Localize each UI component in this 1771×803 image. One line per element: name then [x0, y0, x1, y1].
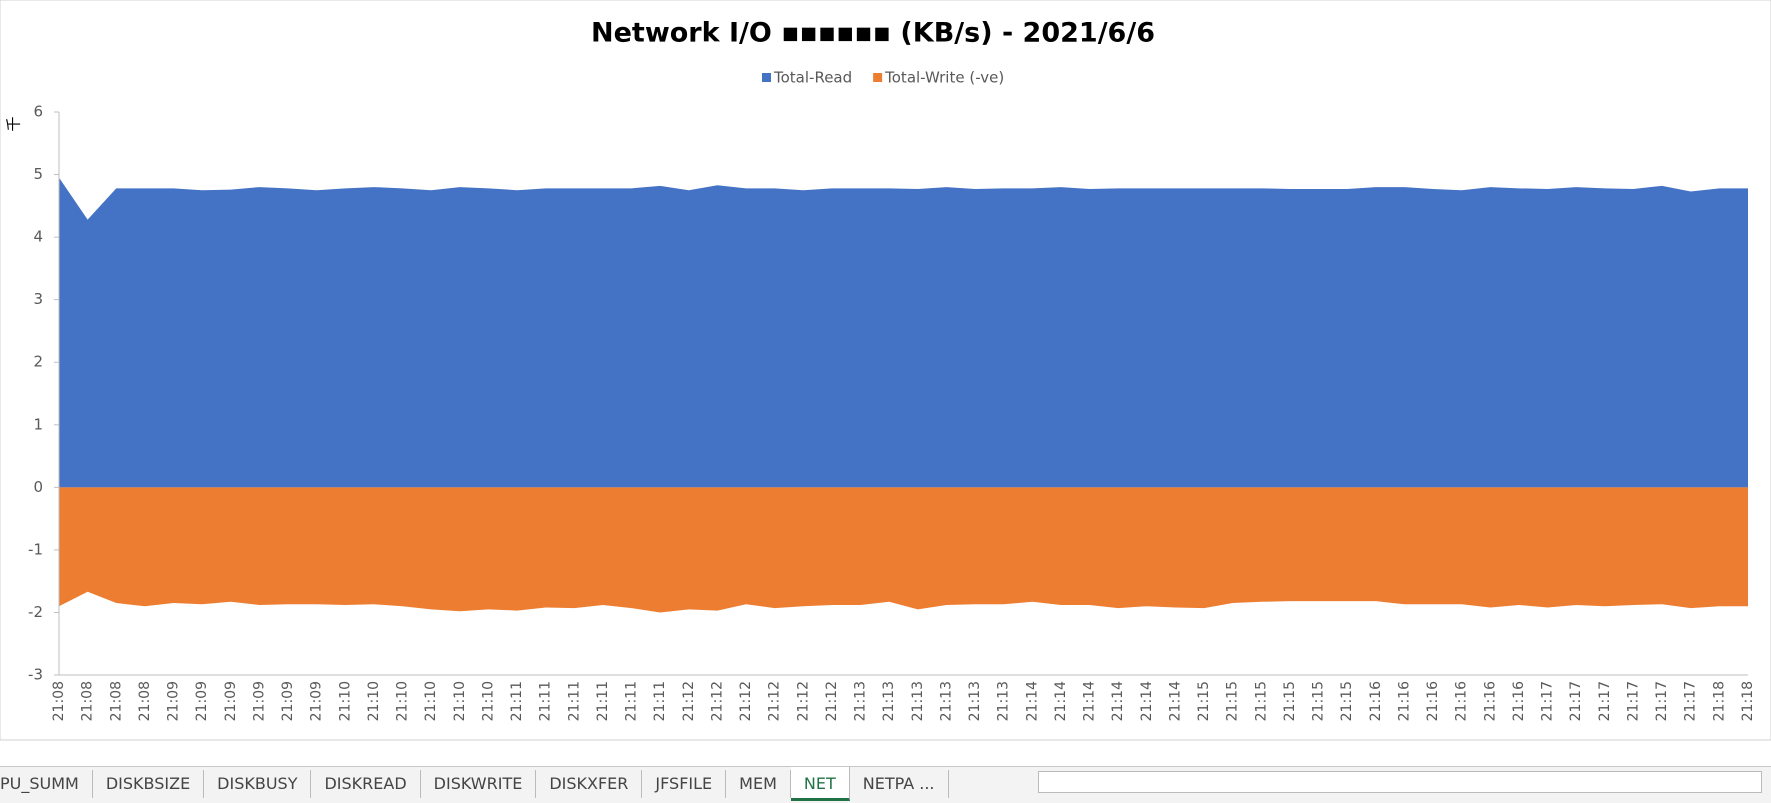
- sheet-tab[interactable]: MEM: [726, 770, 791, 798]
- x-tick-label: 21:17: [1625, 681, 1641, 721]
- x-tick-label: 21:11: [566, 681, 582, 721]
- x-tick-label: 21:17: [1683, 681, 1699, 721]
- legend-label: Total-Write (-ve): [884, 69, 1004, 87]
- x-tick-label: 21:15: [1282, 681, 1298, 721]
- legend-swatch: [873, 73, 883, 82]
- y-tick-label: 1: [33, 415, 43, 433]
- x-tick-label: 21:09: [280, 681, 296, 721]
- x-tick-label: 21:12: [681, 681, 697, 721]
- y-tick-label: 4: [33, 228, 43, 246]
- x-tick-label: 21:18: [1740, 681, 1756, 721]
- x-tick-label: 21:11: [595, 681, 611, 721]
- x-tick-label: 21:15: [1196, 681, 1212, 721]
- x-tick-label: 21:15: [1253, 681, 1269, 721]
- x-tick-label: 21:08: [80, 681, 96, 721]
- x-tick-label: 21:16: [1368, 681, 1384, 721]
- x-tick-label: 21:12: [767, 681, 783, 721]
- x-tick-label: 21:09: [166, 681, 182, 721]
- x-tick-label: 21:16: [1454, 681, 1470, 721]
- x-tick-label: 21:13: [881, 681, 897, 721]
- y-tick-label: 3: [33, 290, 43, 308]
- y-unit: 千: [5, 116, 23, 131]
- x-tick-label: 21:17: [1568, 681, 1584, 721]
- x-tick-label: 21:10: [480, 681, 496, 721]
- sheet-tab[interactable]: DISKBSIZE: [93, 770, 205, 798]
- x-tick-label: 21:13: [938, 681, 954, 721]
- sheet-tab[interactable]: DISKBUSY: [204, 770, 312, 798]
- sheet-tab[interactable]: PU_SUMM: [0, 770, 93, 798]
- area-series: [59, 177, 1748, 488]
- area-series: [59, 487, 1748, 613]
- x-tick-label: 21:09: [309, 681, 325, 721]
- x-tick-label: 21:10: [366, 681, 382, 721]
- x-tick-label: 21:13: [996, 681, 1012, 721]
- x-tick-label: 21:17: [1654, 681, 1670, 721]
- x-tick-label: 21:13: [910, 681, 926, 721]
- x-tick-label: 21:14: [1082, 681, 1098, 721]
- x-tick-label: 21:10: [395, 681, 411, 721]
- chart-title: Network I/O ▪▪▪▪▪▪ (KB/s) - 2021/6/6: [591, 18, 1155, 49]
- x-tick-label: 21:12: [795, 681, 811, 721]
- y-tick-label: 2: [33, 353, 43, 371]
- y-tick-label: 5: [33, 165, 43, 183]
- horizontal-scrollbar[interactable]: [1038, 771, 1762, 793]
- sheet-tab[interactable]: DISKWRITE: [421, 770, 537, 798]
- sheet-tab[interactable]: NET: [790, 767, 850, 801]
- x-tick-label: 21:10: [452, 681, 468, 721]
- chart: Network I/O ▪▪▪▪▪▪ (KB/s) - 2021/6/6 千 -…: [0, 0, 1771, 741]
- legend-label: Total-Read: [773, 69, 852, 87]
- y-tick-label: 6: [33, 103, 43, 121]
- x-tick-label: 21:12: [709, 681, 725, 721]
- x-tick-label: 21:11: [509, 681, 525, 721]
- x-tick-label: 21:10: [337, 681, 353, 721]
- x-tick-label: 21:15: [1225, 681, 1241, 721]
- x-tick-label: 21:13: [967, 681, 983, 721]
- x-tick-label: 21:08: [51, 681, 67, 721]
- x-tick-label: 21:14: [1110, 681, 1126, 721]
- x-tick-label: 21:15: [1311, 681, 1327, 721]
- x-tick-label: 21:08: [108, 681, 124, 721]
- x-tick-label: 21:11: [652, 681, 668, 721]
- x-tick-label: 21:15: [1339, 681, 1355, 721]
- x-tick-label: 21:14: [1167, 681, 1183, 721]
- y-tick-label: 0: [33, 478, 43, 496]
- x-tick-label: 21:09: [251, 681, 267, 721]
- x-tick-label: 21:16: [1511, 681, 1527, 721]
- y-tick-label: -3: [28, 666, 43, 684]
- x-tick-label: 21:11: [538, 681, 554, 721]
- x-tick-label: 21:08: [137, 681, 153, 721]
- x-tick-label: 21:10: [423, 681, 439, 721]
- legend-swatch: [762, 73, 771, 82]
- x-tick-label: 21:14: [1139, 681, 1155, 721]
- x-tick-label: 21:16: [1482, 681, 1498, 721]
- y-tick-label: -1: [28, 540, 43, 558]
- y-tick-label: -2: [28, 603, 43, 621]
- x-tick-label: 21:11: [624, 681, 640, 721]
- x-tick-label: 21:12: [824, 681, 840, 721]
- x-tick-label: 21:12: [738, 681, 754, 721]
- x-tick-label: 21:17: [1540, 681, 1556, 721]
- x-tick-label: 21:17: [1597, 681, 1613, 721]
- x-tick-label: 21:16: [1396, 681, 1412, 721]
- x-tick-label: 21:16: [1425, 681, 1441, 721]
- x-tick-label: 21:09: [223, 681, 239, 721]
- sheet-tab[interactable]: DISKREAD: [311, 770, 421, 798]
- sheet-tab[interactable]: NETPA ...: [850, 770, 949, 798]
- x-tick-label: 21:14: [1053, 681, 1069, 721]
- sheet-tab[interactable]: JFSFILE: [642, 770, 727, 798]
- x-tick-label: 21:13: [853, 681, 869, 721]
- x-tick-label: 21:09: [194, 681, 210, 721]
- x-tick-label: 21:18: [1711, 681, 1727, 721]
- x-tick-label: 21:14: [1024, 681, 1040, 721]
- sheet-tab[interactable]: DISKXFER: [536, 770, 643, 798]
